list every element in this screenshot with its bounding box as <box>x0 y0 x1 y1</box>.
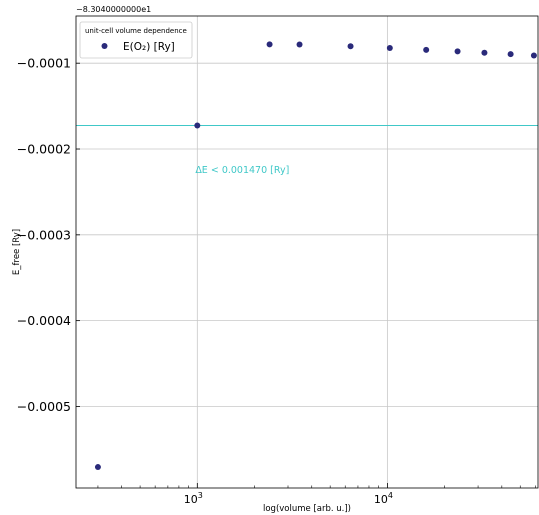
data-point <box>386 45 393 52</box>
data-point <box>530 52 537 59</box>
x-axis-label: log(volume [arb. u.]) <box>263 504 351 514</box>
x-tick-label: 103 <box>184 491 203 506</box>
legend: unit-cell volume dependence E(O₂) [Ry] <box>79 21 193 59</box>
data-point <box>347 43 354 50</box>
data-point <box>296 41 303 48</box>
data-point <box>94 464 101 471</box>
annotation-text: ΔE < 0.001470 [Ry] <box>195 165 289 176</box>
data-point <box>481 49 488 56</box>
y-tick-label: −0.0002 <box>17 142 71 157</box>
legend-title: unit-cell volume dependence <box>85 27 187 35</box>
series-points <box>94 41 537 471</box>
y-tick-label: −0.0003 <box>17 227 71 242</box>
data-point <box>507 51 514 58</box>
data-point <box>266 41 273 48</box>
y-tick-label: −0.0001 <box>17 56 71 71</box>
data-point <box>423 46 430 53</box>
y-axis-label: E_free [Ry] <box>12 229 22 275</box>
x-tick-label: 104 <box>374 491 393 506</box>
y-tick-label: −0.0005 <box>17 399 71 414</box>
axis-ticks: −0.0001 −0.0002 −0.0003 −0.0004 −0.0005 103 10… <box>17 56 536 506</box>
grid <box>76 16 538 488</box>
y-tick-label: −0.0004 <box>17 313 71 328</box>
legend-marker <box>101 43 108 49</box>
plot-frame <box>75 15 539 489</box>
legend-box <box>79 21 193 59</box>
data-point <box>454 48 461 55</box>
data-point <box>194 122 201 129</box>
y-offset-label: −8.3040000000e1 <box>76 5 151 14</box>
legend-entry: E(O₂) [Ry] <box>123 41 175 53</box>
